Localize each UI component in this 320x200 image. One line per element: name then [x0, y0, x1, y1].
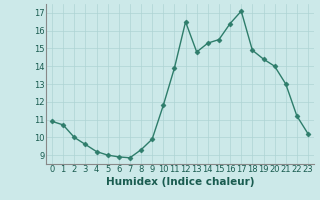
- X-axis label: Humidex (Indice chaleur): Humidex (Indice chaleur): [106, 177, 254, 187]
